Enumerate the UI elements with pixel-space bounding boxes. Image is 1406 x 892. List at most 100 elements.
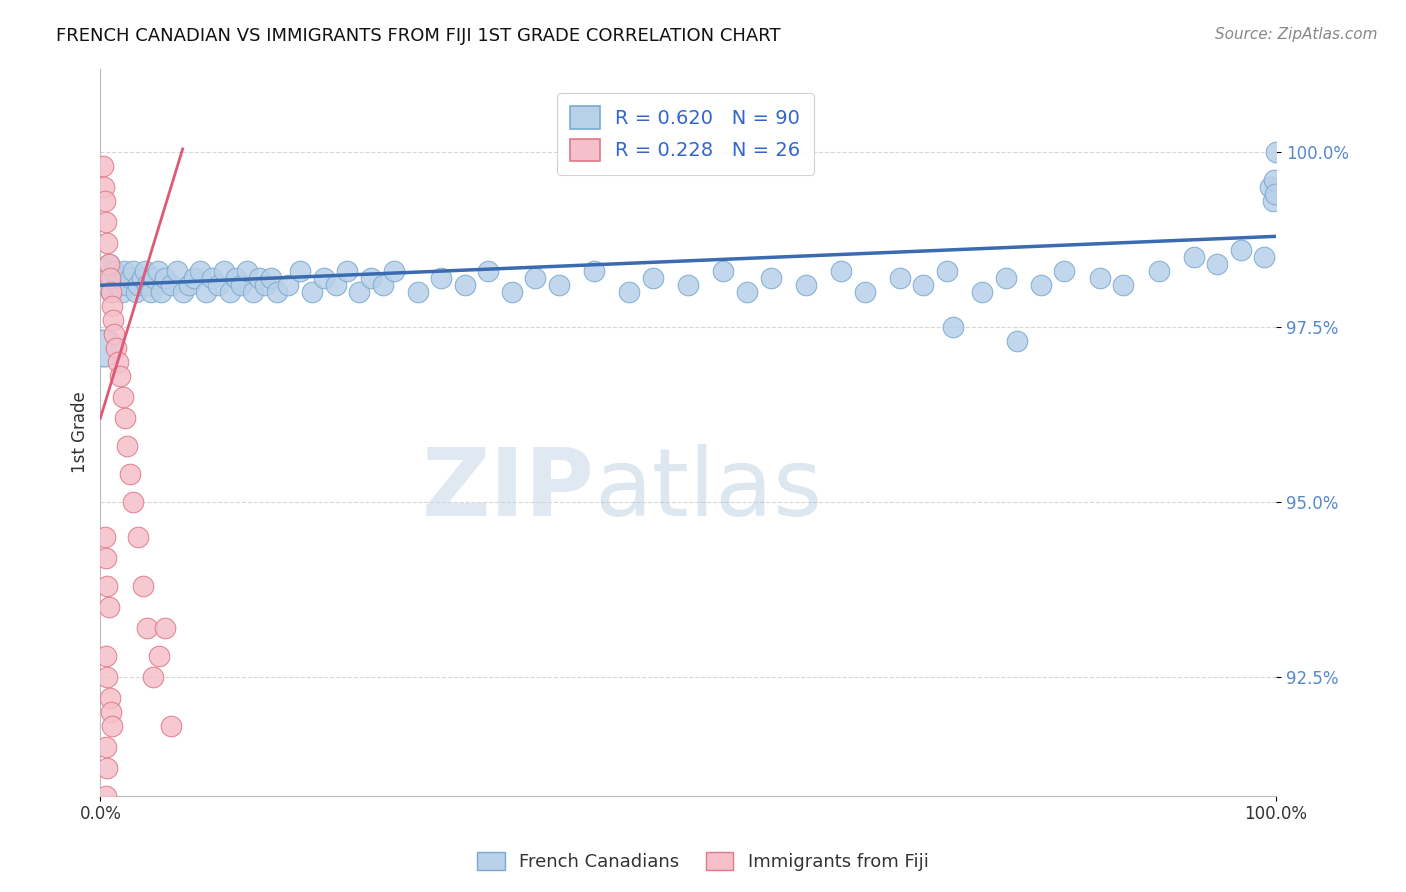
Point — [1206, 257, 1229, 271]
Point — [1007, 334, 1029, 349]
Point — [134, 264, 156, 278]
Point — [94, 530, 117, 544]
Point — [101, 719, 124, 733]
Point — [972, 285, 994, 300]
Point — [96, 739, 118, 754]
Point — [853, 285, 876, 300]
Point — [676, 278, 699, 293]
Point — [136, 621, 159, 635]
Point — [231, 278, 253, 293]
Point — [1029, 278, 1052, 293]
Point — [477, 264, 499, 278]
Point — [122, 495, 145, 509]
Point — [118, 467, 141, 481]
Point — [266, 285, 288, 300]
Point — [166, 264, 188, 278]
Point — [201, 271, 224, 285]
Point — [1112, 278, 1135, 293]
Point — [1261, 194, 1284, 209]
Point — [247, 271, 270, 285]
Point — [112, 264, 135, 278]
Point — [101, 299, 124, 313]
Point — [406, 285, 429, 300]
Text: FRENCH CANADIAN VS IMMIGRANTS FROM FIJI 1ST GRADE CORRELATION CHART: FRENCH CANADIAN VS IMMIGRANTS FROM FIJI … — [56, 27, 780, 45]
Point — [195, 285, 218, 300]
Point — [96, 278, 118, 293]
Point — [97, 257, 120, 271]
Point — [98, 271, 121, 285]
Point — [371, 278, 394, 293]
Point — [830, 264, 852, 278]
Point — [160, 719, 183, 733]
Point — [236, 264, 259, 278]
Point — [122, 264, 145, 278]
Point — [96, 648, 118, 663]
Point — [1230, 244, 1253, 258]
Point — [96, 789, 118, 803]
Point — [142, 670, 165, 684]
Point — [160, 278, 183, 293]
Point — [96, 236, 118, 251]
Point — [153, 621, 176, 635]
Point — [117, 439, 139, 453]
Point — [107, 355, 129, 369]
Point — [127, 530, 149, 544]
Point — [146, 264, 169, 278]
Point — [225, 271, 247, 285]
Point — [177, 278, 200, 293]
Point — [260, 271, 283, 285]
Point — [889, 271, 911, 285]
Point — [312, 271, 335, 285]
Point — [347, 285, 370, 300]
Point — [110, 285, 132, 300]
Point — [103, 327, 125, 342]
Point — [96, 670, 118, 684]
Point — [136, 278, 159, 293]
Point — [131, 579, 153, 593]
Point — [548, 278, 571, 293]
Point — [96, 215, 118, 229]
Point — [794, 278, 817, 293]
Point — [91, 160, 114, 174]
Point — [242, 285, 264, 300]
Point — [118, 271, 141, 285]
Legend: French Canadians, Immigrants from Fiji: French Canadians, Immigrants from Fiji — [470, 845, 936, 879]
Point — [139, 285, 162, 300]
Point — [942, 320, 965, 334]
Point — [253, 278, 276, 293]
Point — [583, 264, 606, 278]
Point — [127, 278, 149, 293]
Point — [1053, 264, 1076, 278]
Point — [148, 648, 170, 663]
Point — [430, 271, 453, 285]
Point — [912, 278, 935, 293]
Point — [994, 271, 1017, 285]
Text: ZIP: ZIP — [422, 444, 595, 536]
Point — [1263, 173, 1285, 187]
Point — [713, 264, 735, 278]
Point — [382, 264, 405, 278]
Point — [1258, 180, 1281, 194]
Point — [759, 271, 782, 285]
Point — [1088, 271, 1111, 285]
Point — [111, 390, 134, 404]
Point — [100, 285, 122, 300]
Point — [110, 369, 132, 384]
Point — [96, 761, 118, 775]
Point — [454, 278, 477, 293]
Point — [336, 264, 359, 278]
Point — [98, 690, 121, 705]
Y-axis label: 1st Grade: 1st Grade — [72, 392, 89, 473]
Point — [100, 705, 122, 719]
Point — [1182, 250, 1205, 264]
Point — [103, 313, 125, 327]
Point — [93, 341, 115, 355]
Point — [105, 278, 128, 293]
Point — [103, 264, 125, 278]
Point — [153, 271, 176, 285]
Point — [93, 180, 115, 194]
Point — [114, 411, 136, 425]
Point — [619, 285, 641, 300]
Point — [360, 271, 382, 285]
Point — [124, 285, 146, 300]
